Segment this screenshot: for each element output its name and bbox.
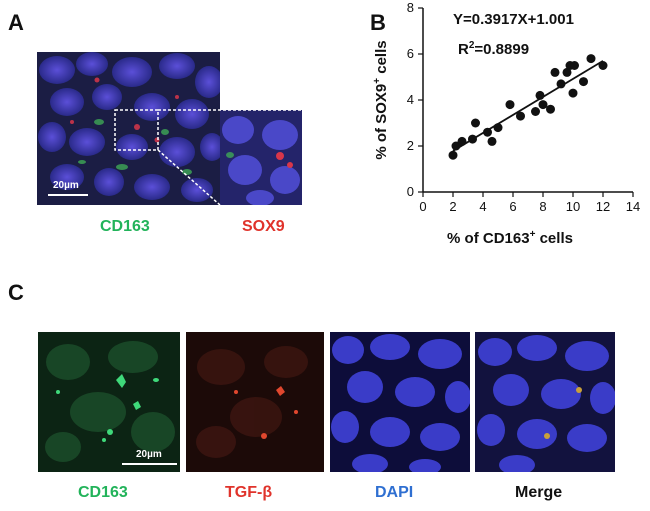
data-point xyxy=(550,67,560,77)
y-axis-label: % of SOX9+ cells xyxy=(372,40,390,159)
micrograph-c-dapi xyxy=(330,332,470,472)
data-point xyxy=(586,54,596,64)
data-point xyxy=(471,118,480,128)
y-tick-label: 0 xyxy=(407,184,414,199)
data-point xyxy=(487,136,497,146)
micrograph-a-inset xyxy=(220,110,302,205)
data-point xyxy=(457,136,467,146)
scalebar-label-c: 20µm xyxy=(136,449,162,460)
data-point xyxy=(546,104,555,114)
x-tick-label: 8 xyxy=(539,199,546,214)
data-point xyxy=(531,107,540,116)
stain-label-dapi-c: DAPI xyxy=(375,484,414,501)
data-point xyxy=(562,67,572,77)
micrograph-a-main xyxy=(37,52,220,205)
y-tick-label: 8 xyxy=(407,0,414,15)
micrograph-c-tgfb xyxy=(186,332,324,472)
scalebar-c xyxy=(122,463,177,465)
data-point xyxy=(493,123,503,133)
panel-letter-b: B xyxy=(370,10,386,35)
x-tick-label: 4 xyxy=(479,199,486,214)
x-tick-label: 12 xyxy=(596,199,610,214)
data-point xyxy=(538,100,548,110)
data-point xyxy=(468,134,477,144)
x-tick-label: 6 xyxy=(509,199,516,214)
stain-label-cd163-c: CD163 xyxy=(78,484,128,501)
regression-equation: Y=0.3917X+1.001 xyxy=(453,11,574,28)
x-tick-label: 0 xyxy=(419,199,426,214)
fit-line-segment xyxy=(452,60,604,152)
data-point xyxy=(448,150,458,160)
panel-letter-c: C xyxy=(8,280,24,305)
micrograph-c-merge xyxy=(475,332,615,472)
y-tick-label: 6 xyxy=(407,46,414,61)
stain-label-cd163-a: CD163 xyxy=(100,218,150,235)
x-tick-label: 10 xyxy=(566,199,580,214)
chart-axes: 0 2 4 6 8 10 12 14 0 2 4 6 8 xyxy=(407,0,640,214)
data-point xyxy=(598,61,608,70)
stain-label-merge-c: Merge xyxy=(515,484,563,501)
data-points xyxy=(448,54,608,160)
data-point xyxy=(579,77,588,87)
data-point xyxy=(535,90,545,100)
x-axis-label: % of CD163+ cells xyxy=(447,229,573,247)
panel-letter-a: A xyxy=(8,10,24,35)
scatter-chart: 0 2 4 6 8 10 12 14 0 2 4 6 8 Y=0.3917X+1.001 R2=0.88… xyxy=(372,0,640,247)
data-point xyxy=(516,111,525,121)
x-tick-label: 2 xyxy=(449,199,456,214)
y-tick-label: 2 xyxy=(407,138,414,153)
scalebar-label-a: 20µm xyxy=(53,180,79,191)
data-point xyxy=(570,61,579,70)
r-squared: R2=0.8899 xyxy=(458,40,529,58)
micrograph-c-cd163 xyxy=(38,332,180,472)
data-point xyxy=(483,127,492,137)
y-tick-label: 4 xyxy=(407,92,414,107)
stain-label-sox9-a: SOX9 xyxy=(242,218,285,235)
data-point xyxy=(568,88,578,98)
data-point xyxy=(556,79,566,89)
data-point xyxy=(505,100,515,110)
x-tick-label: 14 xyxy=(626,199,640,214)
fit-line xyxy=(452,60,604,152)
scalebar-a xyxy=(48,194,88,196)
stain-label-tgfb-c: TGF-β xyxy=(225,484,273,501)
